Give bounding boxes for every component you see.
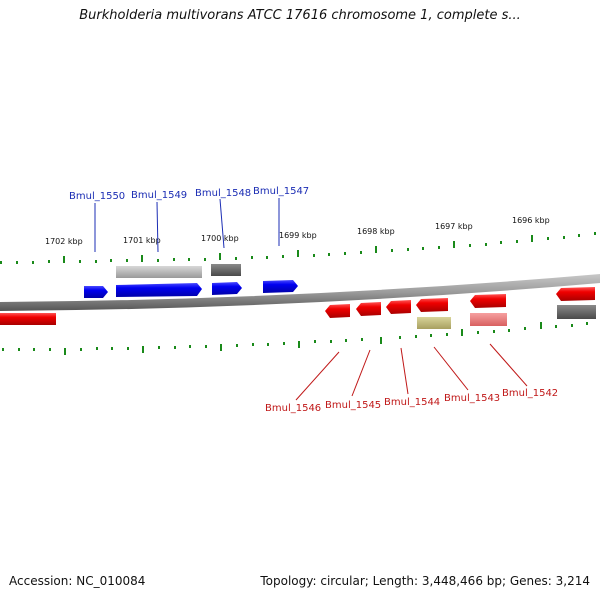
reverse-gene-arrow[interactable] <box>386 300 411 314</box>
scale-label: 1702 kbp <box>45 237 83 246</box>
gene-label[interactable]: Bmul_1549 <box>131 190 187 201</box>
scale-label: 1697 kbp <box>435 222 473 231</box>
gene-label[interactable]: Bmul_1548 <box>195 188 251 199</box>
scale-label: 1701 kbp <box>123 236 161 245</box>
feature-box-pink[interactable] <box>470 313 507 326</box>
gene-label[interactable]: Bmul_1550 <box>69 191 125 202</box>
scale-label: 1700 kbp <box>201 234 239 243</box>
forward-gene-arrow[interactable] <box>263 280 298 293</box>
gene-label[interactable]: Bmul_1542 <box>502 388 558 399</box>
gene-label[interactable]: Bmul_1543 <box>444 393 500 404</box>
feature-box-lightgray[interactable] <box>116 266 202 278</box>
gene-label[interactable]: Bmul_1545 <box>325 400 381 411</box>
forward-label-leaders <box>94 198 280 253</box>
feature-box-olive[interactable] <box>417 317 451 329</box>
feature-box-darkgray[interactable] <box>557 305 596 319</box>
reverse-label-leaders <box>295 343 528 401</box>
forward-gene-arrow[interactable] <box>116 283 202 297</box>
scale-label: 1699 kbp <box>279 231 317 240</box>
scale-label: 1696 kbp <box>512 216 550 225</box>
forward-gene-arrow[interactable] <box>212 282 242 295</box>
reverse-gene-arrow[interactable] <box>325 304 350 318</box>
genome-stats: Topology: circular; Length: 3,448,466 bp… <box>260 574 590 588</box>
gene-label[interactable]: Bmul_1546 <box>265 403 321 414</box>
reverse-gene-arrow[interactable] <box>556 287 595 301</box>
reverse-gene-arrow[interactable] <box>416 298 448 312</box>
upper-tick-ring <box>0 232 596 264</box>
reverse-gene-arrow[interactable] <box>356 302 381 316</box>
feature-box-darkgray[interactable] <box>211 264 241 276</box>
lower-tick-ring <box>2 322 588 355</box>
reverse-gene-arrow[interactable] <box>470 294 506 308</box>
chromosome-backbone <box>0 274 600 311</box>
map-title: Burkholderia multivorans ATCC 17616 chro… <box>79 8 521 23</box>
gene-label[interactable]: Bmul_1547 <box>253 186 309 197</box>
gene-label[interactable]: Bmul_1544 <box>384 397 440 408</box>
reverse-gene-arrow[interactable] <box>0 313 56 325</box>
forward-gene-arrow[interactable] <box>84 286 108 298</box>
accession-label: Accession: NC_010084 <box>9 574 146 588</box>
scale-label: 1698 kbp <box>357 227 395 236</box>
